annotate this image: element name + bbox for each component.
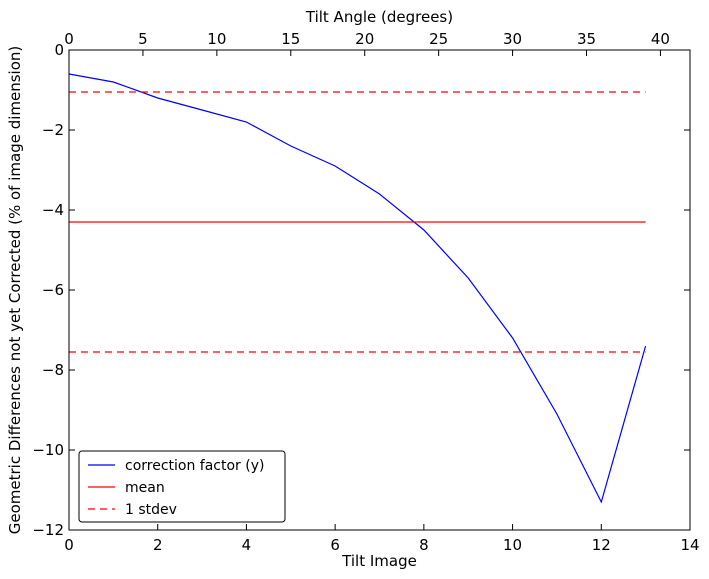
x-tick-label: 10	[503, 536, 522, 554]
y-tick-label: −2	[42, 121, 64, 139]
x-tick-label: 14	[680, 536, 699, 554]
legend-label-correction-factor: correction factor (y)	[125, 458, 264, 474]
top-x-tick-label: 20	[355, 30, 374, 48]
top-x-tick-label: 25	[429, 30, 448, 48]
top-x-tick-label: 5	[138, 30, 148, 48]
top-x-tick-label: 0	[64, 30, 74, 48]
top-x-tick-label: 35	[577, 30, 596, 48]
x-tick-label: 6	[330, 536, 340, 554]
y-tick-label: −10	[32, 441, 64, 459]
series-layer	[68, 73, 647, 504]
legend-label-1-stdev: 1 stdev	[125, 502, 177, 518]
y-axis-title: Geometric Differences not yet Corrected …	[6, 46, 24, 535]
y-tick-label: −12	[32, 521, 64, 539]
top-x-tick-label: 30	[503, 30, 522, 48]
y-tick-label: −6	[42, 281, 64, 299]
y-tick-label: −4	[42, 201, 64, 219]
ticks-layer: 0 2 4 6 8 10 12 14 0 5 10 15 20 25 30 35 40 0 −2 −4 −6 −8 −10 −…	[32, 30, 699, 554]
legend-label-mean: mean	[125, 480, 165, 496]
x-tick-label: 8	[419, 536, 429, 554]
x-tick-label: 12	[592, 536, 611, 554]
legend: correction factor (y) mean 1 stdev	[78, 450, 286, 523]
x-tick-label: 0	[64, 536, 74, 554]
x-tick-label: 4	[242, 536, 252, 554]
top-x-tick-label: 10	[207, 30, 226, 48]
x-tick-label: 2	[153, 536, 163, 554]
y-tick-label: 0	[54, 41, 64, 59]
top-x-axis-title: Tilt Angle (degrees)	[305, 8, 453, 26]
x-axis-title: Tilt Image	[341, 552, 417, 570]
y-tick-label: −8	[42, 361, 64, 379]
series-line-0	[68, 73, 647, 504]
legend-box	[78, 450, 286, 523]
top-x-tick-label: 40	[651, 30, 670, 48]
top-x-tick-label: 15	[281, 30, 300, 48]
